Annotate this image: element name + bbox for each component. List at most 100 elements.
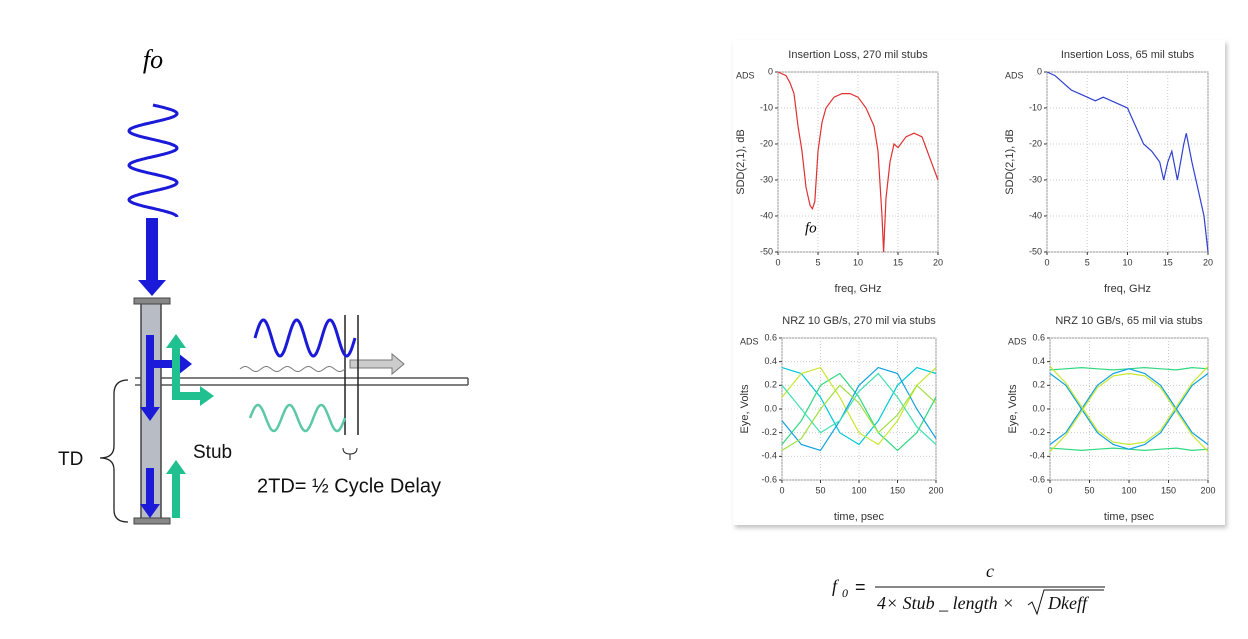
formula-numerator: c <box>986 561 994 581</box>
y-tick-label: -0.6 <box>1029 474 1045 484</box>
chart-title: NRZ 10 GB/s, 270 mil via stubs <box>782 315 936 327</box>
y-tick-label: -0.2 <box>761 427 777 437</box>
x-tick-label: 50 <box>815 485 825 495</box>
y-tick-label: 0 <box>768 66 773 76</box>
x-tick-label: 150 <box>890 485 905 495</box>
y-tick-label: -0.4 <box>1029 451 1045 461</box>
y-tick-label: -0.2 <box>1029 427 1045 437</box>
x-tick-label: 200 <box>928 485 943 495</box>
x-axis-label: freq, GHz <box>834 283 881 295</box>
y-tick-label: 0.4 <box>1032 356 1045 366</box>
td-label: TD <box>58 449 83 470</box>
series-line <box>781 366 937 452</box>
x-tick-label: 50 <box>1084 485 1094 495</box>
y-tick-label: -30 <box>1029 174 1042 184</box>
arrow <box>140 365 160 421</box>
y-tick-label: 0.0 <box>1032 403 1045 413</box>
x-tick-label: 100 <box>1121 485 1136 495</box>
formula-sub: 0 <box>842 586 848 600</box>
y-tick-label: -0.6 <box>761 474 777 484</box>
y-tick-label: 0.0 <box>764 403 777 413</box>
formula-denominator: 4× Stub _ length × <box>877 593 1014 613</box>
y-tick-label: -20 <box>1029 138 1042 148</box>
x-tick-label: 0 <box>775 257 780 267</box>
x-tick-label: 0 <box>1047 485 1052 495</box>
series-line <box>1049 368 1209 445</box>
series-line <box>781 372 937 452</box>
brace <box>99 379 129 523</box>
y-tick-label: 0.4 <box>764 356 777 366</box>
chart-title: Insertion Loss, 270 mil stubs <box>788 49 928 61</box>
y-axis-label: SDD(2,1), dB <box>735 129 747 194</box>
y-axis-label: SDD(2,1), dB <box>1004 129 1016 194</box>
y-tick-label: -10 <box>760 102 773 112</box>
x-axis-label: time, psec <box>834 511 885 523</box>
arrow <box>166 460 186 518</box>
x-tick-label: 20 <box>933 257 943 267</box>
series-line <box>1049 373 1209 450</box>
y-axis-label: Eye, Volts <box>739 384 751 433</box>
x-axis-label: time, psec <box>1104 511 1155 523</box>
x-tick-label: 5 <box>1085 257 1090 267</box>
series-line <box>1046 71 1209 253</box>
arrow <box>138 218 166 296</box>
brace <box>342 447 358 460</box>
series-line <box>777 71 939 253</box>
series-line <box>781 372 937 445</box>
fo-label: fo <box>143 45 163 74</box>
x-tick-label: 100 <box>851 485 866 495</box>
formula-equals: = <box>855 577 866 597</box>
y-tick-label: -50 <box>760 246 773 256</box>
x-tick-label: 10 <box>1122 257 1132 267</box>
stub-diagram: fo TD Stub 2TD= ½ Cycle Delay <box>58 45 469 525</box>
arrow <box>146 335 192 375</box>
formula: f 0 = c 4× Stub _ length × Dkeff <box>832 561 1105 616</box>
wave <box>248 403 347 433</box>
y-tick-label: 0.2 <box>764 380 777 390</box>
x-tick-label: 15 <box>893 257 903 267</box>
arrow <box>349 352 405 376</box>
chart-title: Insertion Loss, 65 mil stubs <box>1061 49 1195 61</box>
y-tick-label: -50 <box>1029 246 1042 256</box>
series-line <box>1049 372 1209 453</box>
y-tick-label: 0 <box>1037 66 1042 76</box>
x-tick-label: 5 <box>815 257 820 267</box>
x-tick-label: 15 <box>1163 257 1173 267</box>
x-tick-label: 150 <box>1161 485 1176 495</box>
radical <box>1027 589 1104 616</box>
annotation: fo <box>805 220 817 236</box>
arrow <box>140 468 160 518</box>
formula-radicand: Dkeff <box>1047 593 1090 613</box>
y-tick-label: -40 <box>760 210 773 220</box>
formula-lhs: f <box>832 576 840 596</box>
y-tick-label: -10 <box>1029 102 1042 112</box>
via-pad <box>133 297 171 305</box>
wave <box>239 366 346 372</box>
corner-label: ADS <box>740 336 759 346</box>
y-tick-label: 0.2 <box>1032 380 1045 390</box>
series-line <box>781 384 937 451</box>
y-tick-label: -20 <box>760 138 773 148</box>
x-axis-label: freq, GHz <box>1104 283 1151 295</box>
arrow <box>166 334 214 406</box>
wave <box>127 103 179 218</box>
y-tick-label: 0.6 <box>1032 332 1045 342</box>
y-tick-label: -30 <box>760 174 773 184</box>
delay-label: 2TD= ½ Cycle Delay <box>257 475 441 497</box>
corner-label: ADS <box>1005 70 1024 80</box>
corner-label: ADS <box>736 70 755 80</box>
x-tick-label: 200 <box>1200 485 1215 495</box>
via-pad <box>133 517 171 525</box>
wave <box>253 318 357 358</box>
series-line <box>781 366 937 446</box>
x-tick-label: 0 <box>779 485 784 495</box>
corner-label: ADS <box>1008 336 1027 346</box>
x-tick-label: 0 <box>1044 257 1049 267</box>
stub-label: Stub <box>193 442 232 463</box>
x-tick-label: 10 <box>853 257 863 267</box>
y-tick-label: -40 <box>1029 210 1042 220</box>
y-tick-label: 0.6 <box>764 332 777 342</box>
y-axis-label: Eye, Volts <box>1007 384 1019 433</box>
